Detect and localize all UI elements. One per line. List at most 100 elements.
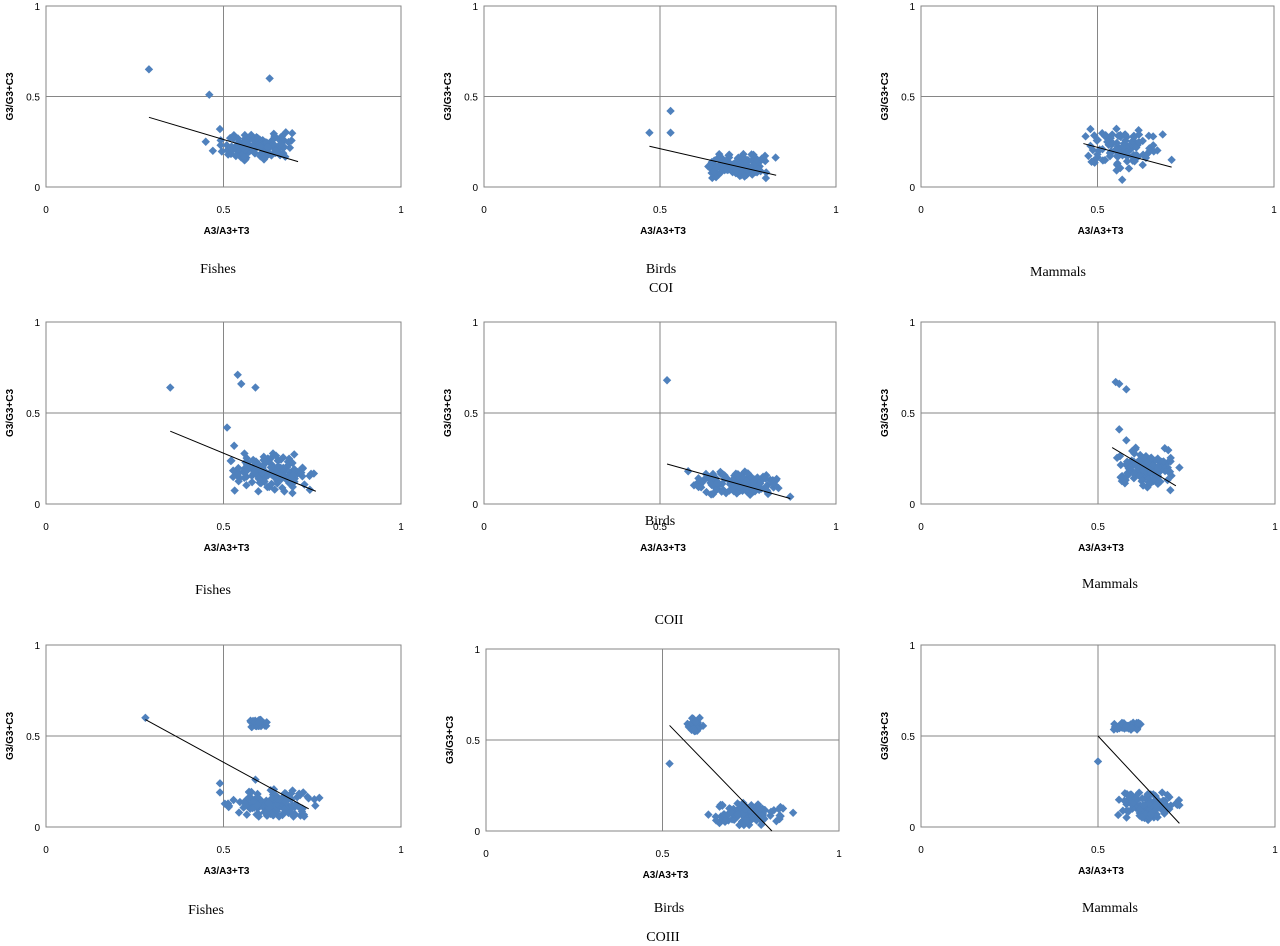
x-tick-label: 0.5 bbox=[1091, 845, 1105, 856]
data-point bbox=[259, 155, 269, 164]
panel-caption: Fishes bbox=[188, 903, 224, 918]
y-tick-label: 0 bbox=[34, 183, 40, 194]
y-tick-label: 0 bbox=[472, 183, 478, 194]
data-point bbox=[254, 487, 263, 496]
data-point bbox=[1112, 453, 1122, 463]
data-point bbox=[288, 488, 297, 498]
x-tick-label: 0 bbox=[481, 205, 487, 216]
data-point bbox=[706, 163, 715, 173]
y-tick-label: 0.5 bbox=[901, 93, 915, 104]
data-point bbox=[1134, 457, 1144, 466]
data-point bbox=[280, 805, 289, 814]
data-point bbox=[277, 132, 287, 141]
y-axis-title: G3/G3+C3 bbox=[5, 389, 16, 438]
y-axis-title: G3/G3+C3 bbox=[443, 72, 454, 121]
data-point-outlier bbox=[1167, 155, 1176, 165]
y-axis-title: G3/G3+C3 bbox=[880, 712, 891, 761]
data-point bbox=[309, 469, 319, 478]
y-tick-label: 0 bbox=[474, 827, 480, 838]
data-point bbox=[311, 801, 320, 810]
scatter-points bbox=[144, 65, 297, 165]
y-tick-label: 0.5 bbox=[464, 409, 478, 420]
data-point-outlier bbox=[645, 128, 654, 137]
trendline bbox=[1097, 735, 1180, 824]
data-point bbox=[722, 165, 732, 174]
y-tick-label: 0.5 bbox=[901, 732, 915, 743]
data-point-outlier bbox=[233, 370, 242, 379]
scatter-points bbox=[665, 713, 798, 830]
data-point bbox=[749, 813, 758, 823]
group-title-coii: COII bbox=[654, 613, 684, 628]
y-tick-label: 0 bbox=[909, 183, 915, 194]
x-tick-label: 1 bbox=[398, 845, 404, 856]
data-point-outlier bbox=[1122, 385, 1131, 394]
data-point bbox=[1093, 153, 1102, 162]
y-tick-label: 1 bbox=[472, 2, 478, 13]
data-point bbox=[242, 466, 251, 475]
x-tick-label: 0 bbox=[43, 522, 49, 533]
data-point bbox=[1116, 163, 1125, 173]
data-point bbox=[288, 470, 297, 480]
data-point bbox=[284, 137, 293, 147]
data-point bbox=[1153, 463, 1163, 472]
data-point-outlier bbox=[1115, 379, 1124, 389]
data-point-outlier bbox=[144, 65, 154, 74]
x-tick-label: 0 bbox=[481, 522, 487, 533]
data-point-outlier bbox=[1115, 425, 1124, 434]
data-point-outlier bbox=[166, 383, 175, 392]
x-axis-title: A3/A3+T3 bbox=[1078, 226, 1124, 237]
data-point bbox=[233, 134, 243, 143]
data-point bbox=[1158, 130, 1167, 139]
panel-caption: Birds bbox=[653, 901, 685, 916]
data-point-outlier bbox=[237, 379, 246, 389]
y-tick-label: 0 bbox=[34, 500, 40, 511]
data-point bbox=[248, 456, 258, 465]
trendline bbox=[145, 719, 309, 810]
y-tick-label: 1 bbox=[472, 318, 478, 329]
panel-caption: Birds bbox=[644, 514, 676, 529]
y-tick-label: 1 bbox=[909, 2, 915, 13]
y-tick-label: 1 bbox=[34, 2, 40, 13]
x-tick-label: 0.5 bbox=[653, 205, 667, 216]
scatter-panel-3: 0 0.5 1 0 0.5 1 A3/A3+T3 G3/G3+C3 bbox=[880, 2, 1277, 237]
scatter-panel-8: 0 0.5 1 0 0.5 1 A3/A3+T3 G3/G3+C3 bbox=[445, 645, 842, 881]
data-point-outlier bbox=[222, 423, 232, 432]
data-point bbox=[248, 135, 258, 144]
data-point bbox=[1112, 124, 1121, 134]
scatter-panel-6: 0 0.5 1 0 0.5 1 A3/A3+T3 G3/G3+C3 bbox=[880, 318, 1278, 554]
x-tick-label: 0.5 bbox=[217, 205, 231, 216]
panel-caption: Fishes bbox=[200, 262, 236, 277]
data-point-outlier bbox=[666, 106, 675, 116]
x-axis-title: A3/A3+T3 bbox=[204, 543, 250, 554]
data-point bbox=[228, 466, 238, 475]
data-point bbox=[299, 810, 309, 819]
data-point bbox=[1111, 723, 1121, 732]
data-point-outlier bbox=[265, 74, 274, 83]
data-point bbox=[697, 478, 706, 488]
data-point bbox=[731, 166, 741, 176]
y-axis-title: G3/G3+C3 bbox=[5, 72, 16, 121]
data-point-outlier bbox=[205, 90, 214, 99]
x-tick-label: 0.5 bbox=[217, 845, 231, 856]
x-axis-title: A3/A3+T3 bbox=[643, 870, 689, 881]
group-title-coiii: COIII bbox=[646, 930, 680, 945]
x-axis-title: A3/A3+T3 bbox=[204, 866, 250, 877]
data-point bbox=[234, 477, 243, 486]
data-point bbox=[1138, 160, 1147, 170]
data-point bbox=[1130, 157, 1139, 166]
y-tick-label: 1 bbox=[34, 641, 40, 652]
data-point bbox=[1098, 144, 1107, 154]
data-point-outlier bbox=[229, 441, 239, 450]
data-point bbox=[775, 811, 784, 820]
x-axis-title: A3/A3+T3 bbox=[1078, 543, 1124, 554]
y-tick-label: 0 bbox=[909, 823, 915, 834]
x-tick-label: 1 bbox=[833, 205, 839, 216]
data-point bbox=[1122, 157, 1132, 166]
trendline bbox=[1083, 143, 1172, 168]
data-point bbox=[257, 149, 266, 158]
x-tick-label: 1 bbox=[833, 522, 839, 533]
data-point bbox=[233, 469, 243, 478]
data-point-outlier bbox=[666, 128, 675, 137]
data-point-outlier bbox=[788, 808, 798, 817]
